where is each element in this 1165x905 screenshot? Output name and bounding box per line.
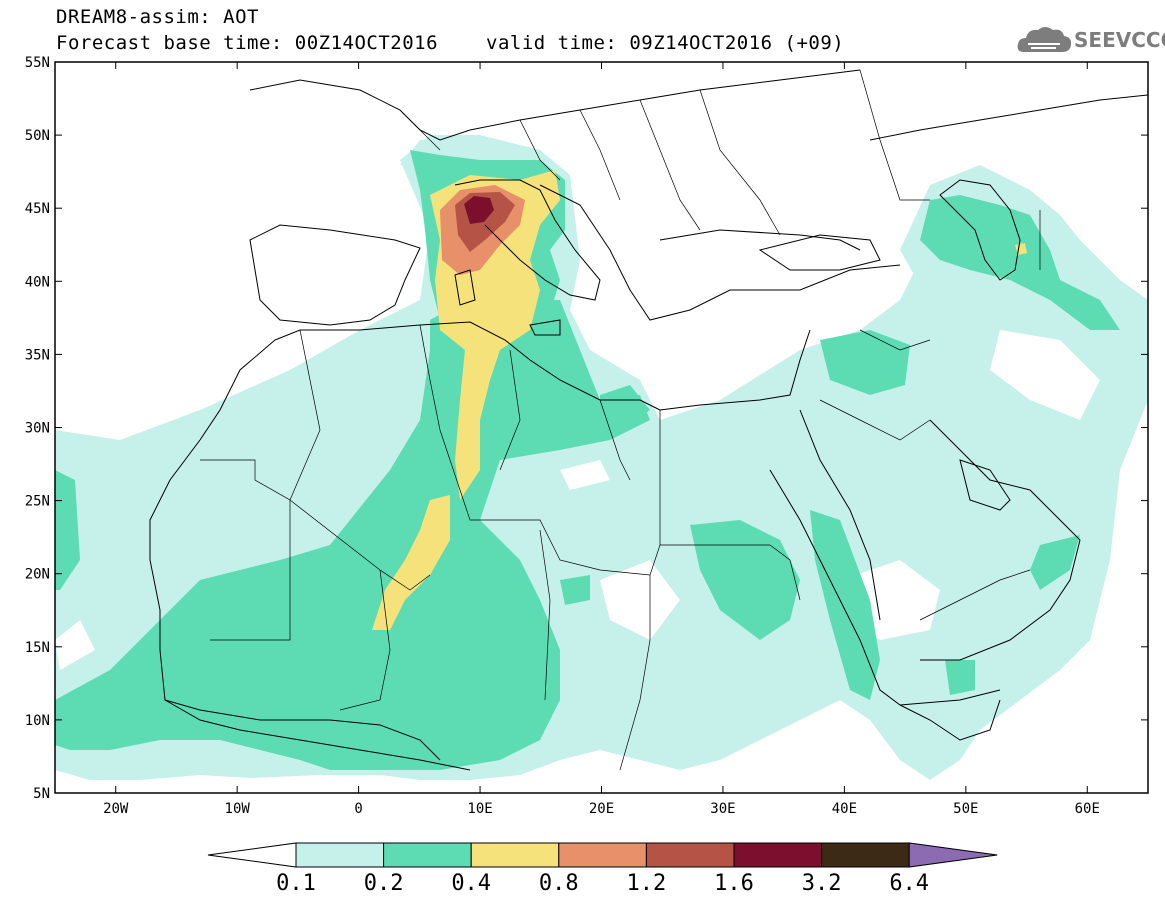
aot-level-1-6 <box>464 196 494 224</box>
colorbar-label: 0.4 <box>451 871 491 896</box>
lon-label: 10W <box>225 801 251 817</box>
colorbar-box <box>733 842 823 868</box>
lon-label: 20W <box>103 801 129 817</box>
colorbar-label: 1.2 <box>627 871 667 896</box>
colorbar-box <box>821 842 910 868</box>
lat-label: 25N <box>25 494 50 510</box>
coastlines <box>149 69 1148 771</box>
country-borders <box>200 69 1041 771</box>
lat-label: 20N <box>25 567 50 583</box>
colorbar-box <box>470 842 560 868</box>
lon-label: 50E <box>953 801 978 817</box>
lon-label: 10E <box>467 801 492 817</box>
lat-label: 10N <box>25 713 50 729</box>
logo-text: SEEVCCC <box>1074 28 1165 52</box>
longitude-axis: 20W 10W 0 10E 20E 30E 40E 50E 60E <box>103 62 1100 817</box>
lat-label: 40N <box>25 274 50 290</box>
colorbar-over-arrow <box>908 842 998 868</box>
lon-label: 0 <box>354 801 362 817</box>
colorbar-under-arrow <box>207 842 297 868</box>
lat-label: 50N <box>25 128 50 144</box>
aot-field <box>55 69 1148 780</box>
lon-label: 60E <box>1075 801 1100 817</box>
colorbar: 0.1 0.2 0.4 0.8 1.2 1.6 3.2 6.4 <box>207 842 998 896</box>
forecast-times: Forecast base time: 00Z14OCT2016 valid ti… <box>56 32 844 54</box>
seevccc-logo: SEEVCCC <box>1016 24 1165 58</box>
lat-label: 35N <box>25 347 50 363</box>
colorbar-label: 3.2 <box>802 871 842 896</box>
lat-label: 5N <box>33 786 50 802</box>
lon-label: 40E <box>832 801 857 817</box>
aot-below-threshold <box>55 330 1100 670</box>
colorbar-box <box>383 842 472 868</box>
colorbar-label: 1.6 <box>714 871 754 896</box>
lon-label: 30E <box>710 801 735 817</box>
colorbar-label: 0.8 <box>539 871 579 896</box>
base-time: Forecast base time: 00Z14OCT2016 <box>56 32 439 54</box>
map-title: DREAM8-assim: AOT <box>56 6 259 28</box>
lat-label: 45N <box>25 201 50 217</box>
valid-time: valid time: 09Z14OCT2016 (+09) <box>486 32 845 54</box>
colorbar-label: 0.2 <box>364 871 404 896</box>
colorbar-box <box>645 842 735 868</box>
colorbar-box <box>295 842 385 868</box>
lon-label: 20E <box>589 801 614 817</box>
lat-label: 15N <box>25 640 50 656</box>
cloud-icon <box>1017 27 1072 52</box>
lat-label: 30N <box>25 421 50 437</box>
colorbar-box <box>558 842 647 868</box>
colorbar-label: 0.1 <box>276 871 316 896</box>
lat-label: 55N <box>25 55 50 71</box>
colorbar-label: 6.4 <box>889 871 929 896</box>
latitude-axis: 55N 50N 45N 40N 35N 30N 25N 20N 15N 10N 5N <box>25 55 1148 802</box>
